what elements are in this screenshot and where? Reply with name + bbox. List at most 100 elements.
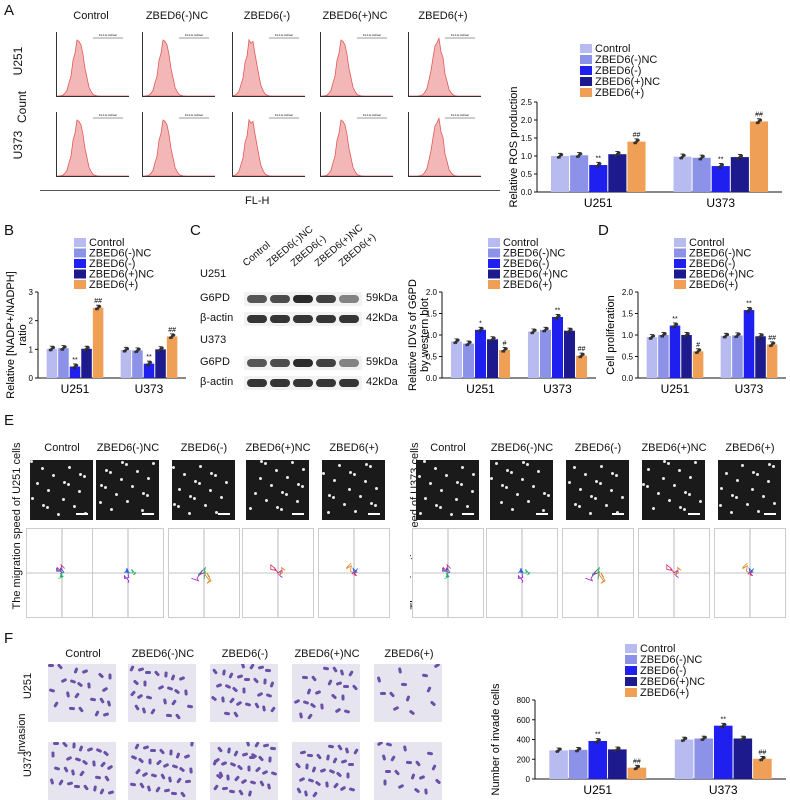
cell-dot (62, 498, 65, 501)
trajectory-line (592, 566, 601, 580)
microscopy-image (416, 460, 479, 520)
category-label: U373 (706, 196, 735, 210)
invaded-cell (256, 691, 264, 698)
bar (539, 329, 551, 378)
bar (499, 350, 511, 378)
significance-mark: # (696, 342, 700, 349)
bar (568, 749, 588, 779)
nadp-chart: ControlZBED6(-)NCZBED6(-)ZBED6(+)NCZBED6… (5, 237, 186, 398)
invaded-cell (164, 671, 168, 678)
bar (588, 740, 608, 779)
blot-row-label: G6PD (200, 292, 230, 304)
gate-label: FL1-H subset (363, 113, 381, 117)
trajectory-line (191, 570, 205, 582)
invaded-cell (405, 760, 413, 765)
cell-dot (600, 465, 603, 468)
legend-swatch (488, 248, 500, 258)
cell-dot (741, 464, 744, 467)
cell-dot (767, 480, 770, 483)
invaded-cell (178, 766, 186, 773)
invaded-cell (129, 665, 135, 672)
significance-mark: * (479, 320, 482, 327)
bar (732, 335, 743, 378)
invaded-cell (134, 768, 142, 775)
cell-dot (621, 496, 624, 499)
invaded-cell (433, 664, 441, 669)
cell-dot (152, 462, 155, 465)
panel-f-col-header: ZBED6(+)NC (294, 648, 360, 660)
cell-dot (281, 491, 284, 494)
invaded-cell (53, 766, 61, 771)
scale-bar (368, 513, 380, 515)
cell-dot (343, 503, 346, 506)
bar (120, 349, 132, 378)
invaded-cell (215, 682, 223, 689)
bar (132, 350, 143, 378)
y-tick-label: 1.0 (622, 331, 634, 340)
blot-row-label: U373 (200, 334, 227, 346)
panel-e-col-header: ZBED6(+) (329, 442, 379, 454)
invaded-cell (418, 774, 426, 781)
trajectory-line (203, 572, 212, 584)
gate-label: FL1-H subset (275, 33, 293, 37)
bar (627, 141, 646, 192)
cell-dot (662, 477, 665, 480)
cell-dot (275, 469, 278, 472)
invaded-cell (170, 674, 176, 681)
invaded-cell (73, 784, 81, 789)
significance-mark: ## (578, 346, 586, 353)
panel-a-col-header: ZBED6(-)NC (145, 10, 209, 22)
bar (143, 363, 155, 378)
cell-dot (109, 471, 112, 474)
cell-dot (296, 500, 299, 503)
invaded-cell (261, 769, 269, 776)
histogram-peak (232, 38, 305, 97)
legend-swatch (625, 666, 637, 675)
cell-dot (500, 501, 503, 504)
cell-dot (276, 506, 279, 509)
invaded-cell (184, 689, 188, 696)
microscopy-image (322, 460, 385, 520)
invaded-cell (327, 744, 335, 749)
cell-dot (527, 500, 530, 503)
y-tick-label: 400 (517, 736, 531, 745)
cell-dot (699, 500, 702, 503)
y-axis-label: Number of invade cells (490, 683, 502, 795)
invaded-cell (92, 760, 96, 767)
invaded-cell (426, 751, 434, 756)
cell-dot (354, 510, 357, 513)
invaded-cell (254, 742, 260, 748)
scale-bar (142, 513, 154, 515)
invaded-cell (183, 753, 191, 760)
blot-band (293, 295, 313, 303)
y-tick-label: 0.0 (426, 374, 438, 383)
invasion-image (292, 742, 360, 800)
invaded-cell (306, 753, 314, 758)
invaded-cell (48, 688, 56, 693)
bar (58, 348, 69, 378)
data-point (617, 151, 621, 155)
invaded-cell (383, 779, 387, 786)
cell-dot (731, 494, 734, 497)
legend-swatch (674, 280, 686, 289)
cell-dot (506, 469, 509, 472)
invaded-cell (380, 692, 386, 695)
cell-dot (141, 509, 144, 512)
invaded-cell (184, 779, 192, 784)
invaded-cell (249, 664, 255, 670)
legend-swatch (674, 238, 686, 247)
trajectory-plot (168, 528, 240, 618)
trajectory-line (518, 572, 524, 584)
scale-bar (764, 513, 776, 515)
trajectory-plot (486, 528, 558, 618)
blot-band (293, 359, 313, 367)
legend-label: ZBED6(-) (89, 258, 135, 270)
cell-dot (663, 460, 666, 463)
data-point (98, 305, 102, 308)
bar (608, 749, 627, 779)
histogram: FL1-H subset (232, 32, 305, 97)
cell-dot (688, 493, 691, 496)
invaded-cell (249, 780, 257, 785)
legend-swatch (74, 248, 86, 258)
invaded-cell (137, 757, 145, 764)
